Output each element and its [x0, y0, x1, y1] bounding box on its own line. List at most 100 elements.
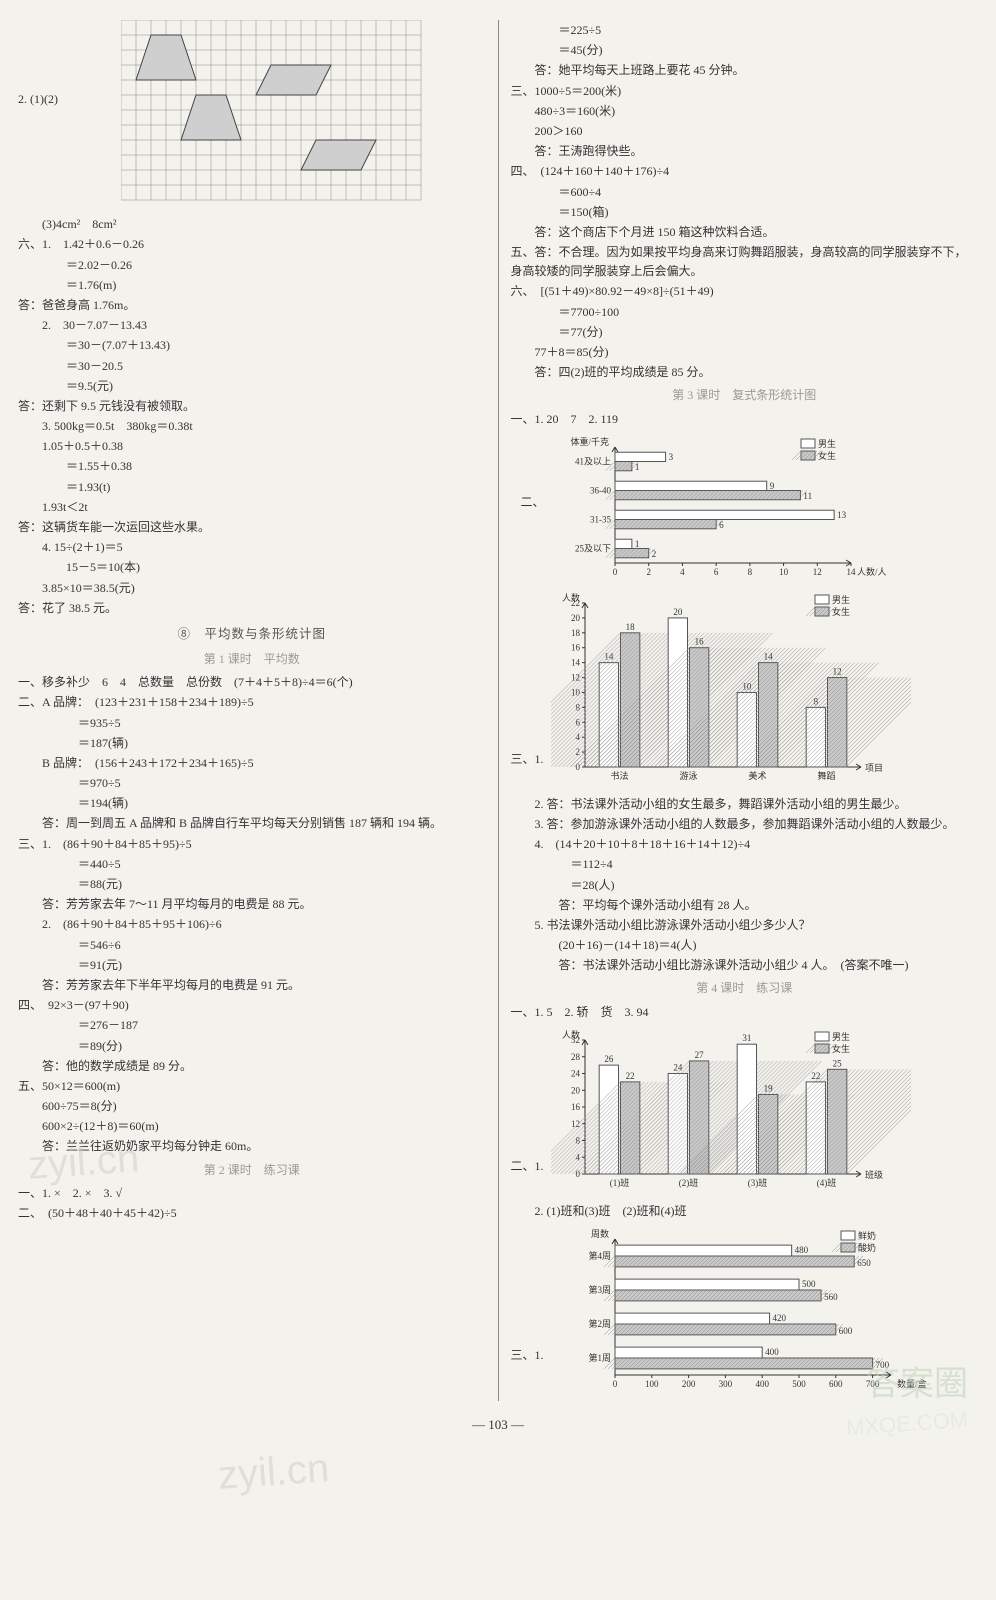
svg-text:3: 3 — [668, 452, 673, 462]
text-line: 二、 (50＋48＋40＋45＋42)÷5 — [18, 1204, 486, 1223]
text-line: 答：平均每个课外活动小组有 28 人。 — [511, 896, 979, 915]
svg-text:41及以上: 41及以上 — [574, 456, 610, 466]
svg-text:班级: 班级 — [865, 1169, 883, 1180]
svg-text:酸奶: 酸奶 — [858, 1242, 876, 1253]
svg-text:200: 200 — [681, 1379, 695, 1389]
text-line: 1.93t＜2t — [18, 498, 486, 517]
text-line: ＝935÷5 — [18, 714, 486, 733]
text-line: 答：芳芳家去年下半年平均每月的电费是 91 元。 — [18, 976, 486, 995]
text-line: ＝30－(7.07＋13.43) — [18, 336, 486, 355]
text-line: 77＋8＝85(分) — [511, 343, 979, 362]
svg-text:10: 10 — [779, 567, 789, 577]
svg-text:22: 22 — [625, 1071, 634, 1081]
chart-class: 二、1. 048121620242832人数班级男生女生(1)班2622(2)班… — [511, 1026, 979, 1196]
svg-text:650: 650 — [857, 1258, 871, 1268]
text-line: 200＞160 — [511, 122, 979, 141]
text-line: 答：周一到周五 A 品牌和 B 品牌自行车平均每天分别销售 187 辆和 194… — [18, 814, 486, 833]
text-line: ＝28(人) — [511, 876, 979, 895]
text-line: ＝91(元) — [18, 956, 486, 975]
text-line: ＝9.5(元) — [18, 377, 486, 396]
svg-text:20: 20 — [571, 613, 581, 623]
text-line: ＝187(辆) — [18, 734, 486, 753]
text-line: 3. 答：参加游泳课外活动小组的人数最多，参加舞蹈课外活动小组的人数最少。 — [511, 815, 979, 834]
svg-text:第3周: 第3周 — [588, 1284, 611, 1295]
column-divider — [498, 20, 499, 1401]
svg-text:女生: 女生 — [832, 1043, 850, 1054]
svg-text:420: 420 — [772, 1313, 786, 1323]
text-line: 4. (14＋20＋10＋8＋18＋16＋14＋12)÷4 — [511, 835, 979, 854]
text-line: B 品牌： (156＋243＋172＋234＋165)÷5 — [18, 754, 486, 773]
text-line: 二、A 品牌： (123＋231＋158＋234＋189)÷5 — [18, 693, 486, 712]
lesson3-heading: 第 3 课时 复式条形统计图 — [511, 386, 979, 405]
svg-text:1: 1 — [634, 539, 639, 549]
page-number: 103 — [10, 1415, 986, 1436]
svg-text:项目: 项目 — [865, 763, 883, 773]
svg-text:26: 26 — [604, 1054, 614, 1064]
svg-text:周数: 周数 — [590, 1228, 608, 1239]
svg-text:人数: 人数 — [561, 1029, 579, 1040]
svg-text:36-40: 36-40 — [590, 485, 611, 495]
svg-text:700: 700 — [865, 1379, 879, 1389]
text-line: 四、 (124＋160＋140＋176)÷4 — [511, 162, 979, 181]
text-line: 4. 15÷(2＋1)＝5 — [18, 538, 486, 557]
svg-text:6: 6 — [719, 520, 724, 530]
svg-text:舞蹈: 舞蹈 — [817, 771, 835, 781]
text-line: 三、1000÷5＝200(米) — [511, 82, 979, 101]
chart-weight: 二、 02468101214人数/人体重/千克男生女生25及以下1231-351… — [521, 433, 979, 583]
svg-text:人数/人: 人数/人 — [857, 566, 887, 577]
l3-q1: 一、1. 20 7 2. 119 — [511, 410, 979, 429]
text-line: 480÷3＝160(米) — [511, 102, 979, 121]
svg-text:(2)班: (2)班 — [678, 1177, 698, 1188]
svg-text:14: 14 — [846, 567, 856, 577]
text-line: ＝1.55＋0.38 — [18, 457, 486, 476]
svg-text:700: 700 — [875, 1360, 889, 1370]
text-line: ＝225÷5 — [511, 21, 979, 40]
svg-text:(3)班: (3)班 — [747, 1177, 767, 1188]
text-line: 五、答：不合理。因为如果按平均身高来订购舞蹈服装，身高较高的同学服装穿不下，身高… — [511, 243, 979, 281]
svg-text:女生: 女生 — [832, 606, 850, 617]
svg-text:数量/盒: 数量/盒 — [897, 1378, 927, 1389]
svg-text:第4周: 第4周 — [588, 1250, 611, 1261]
svg-text:书法: 书法 — [610, 770, 628, 781]
svg-text:18: 18 — [571, 628, 581, 638]
svg-text:500: 500 — [802, 1279, 816, 1289]
svg-text:31-35: 31-35 — [590, 514, 611, 524]
text-line: 五、50×12＝600(m) — [18, 1077, 486, 1096]
l4-q2: 2. (1)班和(3)班 (2)班和(4)班 — [511, 1202, 979, 1221]
text-line: 答：花了 38.5 元。 — [18, 599, 486, 618]
svg-text:0: 0 — [612, 1379, 617, 1389]
svg-text:6: 6 — [713, 567, 718, 577]
svg-text:600: 600 — [838, 1326, 852, 1336]
svg-text:男生: 男生 — [832, 594, 850, 605]
svg-text:31: 31 — [742, 1033, 751, 1043]
text-line: ＝77(分) — [511, 323, 979, 342]
text-line: ＝150(箱) — [511, 203, 979, 222]
svg-text:24: 24 — [571, 1068, 581, 1078]
svg-text:0: 0 — [612, 567, 617, 577]
svg-text:美术: 美术 — [748, 770, 766, 781]
svg-text:18: 18 — [625, 622, 635, 632]
svg-text:20: 20 — [571, 1085, 581, 1095]
text-line: 答：还剩下 9.5 元钱没有被领取。 — [18, 397, 486, 416]
text-line: 答：这个商店下个月进 150 箱这种饮料合适。 — [511, 223, 979, 242]
text-line: ＝112÷4 — [511, 855, 979, 874]
svg-text:20: 20 — [673, 607, 683, 617]
text-line: 六、 [(51＋49)×80.92－49×8]÷(51＋49) — [511, 282, 979, 301]
svg-text:25及以下: 25及以下 — [574, 543, 610, 553]
text-line: ＝7700÷100 — [511, 303, 979, 322]
svg-text:27: 27 — [694, 1050, 704, 1060]
text-line: (20＋16)－(14＋18)＝4(人) — [511, 936, 979, 955]
svg-text:2: 2 — [651, 549, 656, 559]
text-line: ＝600÷4 — [511, 183, 979, 202]
svg-text:体重/千克: 体重/千克 — [570, 436, 609, 447]
svg-text:300: 300 — [718, 1379, 732, 1389]
text-line: 四、 92×3－(97＋90) — [18, 996, 486, 1015]
svg-text:4: 4 — [680, 567, 685, 577]
right-column: 答案圈 MXQE.COM ＝225÷5＝45(分)答：她平均每天上班路上要花 4… — [511, 20, 979, 1401]
svg-text:24: 24 — [673, 1062, 683, 1072]
text-line: 一、1. × 2. × 3. √ — [18, 1184, 486, 1203]
svg-text:(1)班: (1)班 — [609, 1177, 629, 1188]
svg-text:8: 8 — [747, 567, 752, 577]
svg-text:28: 28 — [571, 1052, 581, 1062]
text-line: 答：四(2)班的平均成绩是 85 分。 — [511, 363, 979, 382]
